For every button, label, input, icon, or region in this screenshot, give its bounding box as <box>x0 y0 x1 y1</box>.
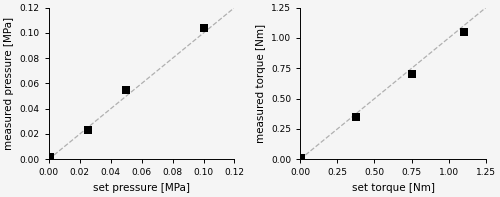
Point <box>352 115 360 118</box>
Point <box>200 26 207 30</box>
Y-axis label: measured torque [Nm]: measured torque [Nm] <box>256 24 266 143</box>
Point <box>122 88 130 91</box>
X-axis label: set torque [Nm]: set torque [Nm] <box>352 183 434 193</box>
Point <box>297 156 305 160</box>
Point <box>408 73 416 76</box>
X-axis label: set pressure [MPa]: set pressure [MPa] <box>93 183 190 193</box>
Point <box>84 129 92 132</box>
Y-axis label: measured pressure [MPa]: measured pressure [MPa] <box>4 17 14 150</box>
Point <box>460 30 468 33</box>
Point <box>46 155 54 158</box>
